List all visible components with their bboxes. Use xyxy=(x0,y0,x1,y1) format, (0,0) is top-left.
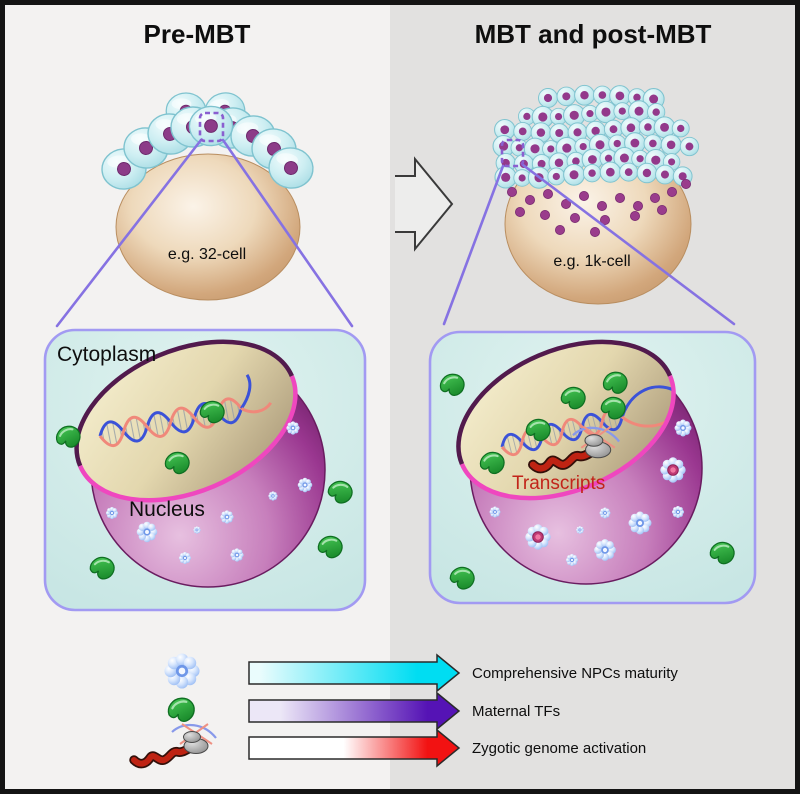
legend-label-tf: Maternal TFs xyxy=(472,703,560,720)
cytoplasm-label: Cytoplasm xyxy=(57,343,156,366)
embryo-stage-label: e.g. 1k-cell xyxy=(553,253,630,270)
panel-title-pre-mbt: Pre-MBT xyxy=(144,19,251,49)
callout-line-right xyxy=(221,138,354,328)
gradient-arrow-zga xyxy=(248,728,461,768)
callout-line-left xyxy=(442,164,505,326)
legend: Comprehensive NPCs maturity Maternal TFs… xyxy=(134,653,678,766)
transcripts-label: Transcripts xyxy=(512,473,605,494)
cell-diagram-pre-mbt: Cytoplasm Nucleus xyxy=(43,328,367,612)
nucleus-label: Nucleus xyxy=(129,498,205,521)
embryo-stage-label: e.g. 32-cell xyxy=(168,246,246,263)
zoom-region-box xyxy=(500,138,525,168)
callout-line-right xyxy=(521,163,736,326)
embryo-1k-cell: e.g. 1k-cell xyxy=(442,84,736,326)
legend-label-zga: Zygotic genome activation xyxy=(472,740,646,757)
gradient-arrow-maternal-tfs xyxy=(248,691,461,731)
zoom-region-box xyxy=(198,111,225,143)
legend-label-npc: Comprehensive NPCs maturity xyxy=(472,665,678,682)
embryo-32-cell: e.g. 32-cell xyxy=(55,89,354,328)
gradient-arrow-npc-maturity xyxy=(248,653,461,693)
panel-title-post-mbt: MBT and post-MBT xyxy=(475,19,712,49)
cell-diagram-post-mbt: Transcripts xyxy=(428,330,757,605)
callout-line-left xyxy=(55,138,203,328)
npc-flower-icon xyxy=(164,653,199,688)
transition-arrow-icon xyxy=(395,156,454,252)
